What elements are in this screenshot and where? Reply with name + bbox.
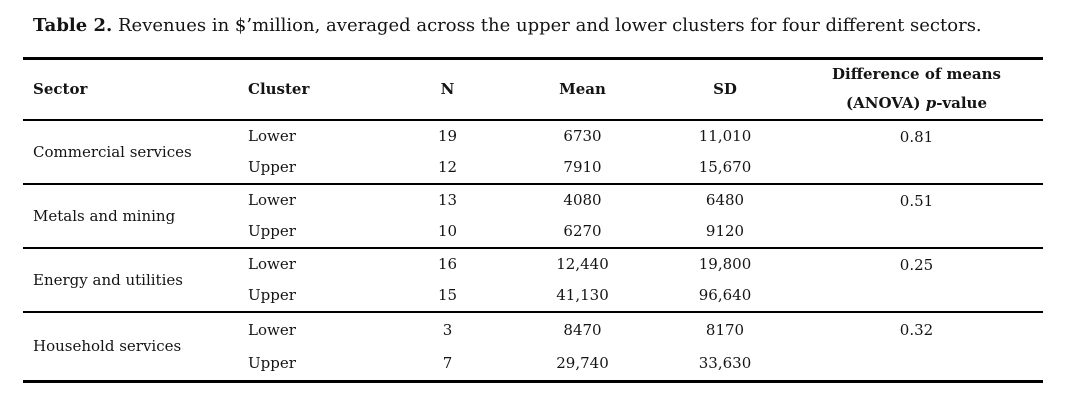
cell-cluster: Lower [248, 320, 296, 339]
cell-sd: 19,800 [698, 255, 752, 273]
cell-mean: 6270 [563, 222, 602, 240]
section-commercial-services: Commercial services Lower 19 6730 11,010… [23, 120, 1043, 184]
cell-n: 7 [442, 354, 453, 373]
table-row: Energy and utilities Lower 16 12,440 19,… [23, 248, 1043, 289]
cell-cluster: Upper [248, 222, 296, 240]
cell-cluster: Lower [248, 127, 296, 145]
section-household-services: Household services Lower 3 8470 8170 0.3… [23, 312, 1043, 382]
cell-cluster: Upper [248, 158, 296, 176]
cell-p-value: 0.51 [899, 191, 934, 210]
section-metals-and-mining: Metals and mining Lower 13 4080 6480 0.5… [23, 184, 1043, 248]
cell-p-value: 0.81 [899, 127, 934, 146]
cell-mean: 12,440 [556, 255, 609, 273]
cell-mean: 8470 [563, 320, 602, 339]
table-row: Upper 10 6270 9120 [23, 216, 1043, 248]
cell-cluster: Lower [248, 255, 296, 273]
cell-mean: 6730 [563, 127, 602, 145]
cell-mean: 7910 [563, 158, 602, 176]
table-row: Household services Lower 3 8470 8170 0.3… [23, 312, 1043, 356]
statistics-table: Sector Cluster N Mean SD Difference of m… [23, 57, 1043, 383]
column-header-sector: Sector [33, 80, 88, 99]
table-caption-text: Revenues in $’million, averaged across t… [112, 15, 982, 36]
cell-n: 19 [437, 127, 458, 145]
cell-n: 3 [442, 320, 453, 339]
cell-n: 10 [437, 222, 458, 240]
cell-mean: 29,740 [556, 354, 609, 373]
table-row: Commercial services Lower 19 6730 11,010… [23, 120, 1043, 161]
table-row: Upper 12 7910 15,670 [23, 152, 1043, 184]
cell-cluster: Upper [248, 286, 296, 304]
table-caption: Table 2. Revenues in $’million, averaged… [33, 13, 982, 39]
cell-sd: 11,010 [698, 127, 752, 145]
cell-p-value: 0.25 [899, 255, 934, 274]
cell-sector: Household services [33, 337, 182, 356]
cell-sector: Energy and utilities [33, 270, 183, 289]
table-row: Upper 7 29,740 33,630 [23, 347, 1043, 382]
column-header-n: N [440, 80, 455, 99]
section-energy-and-utilities: Energy and utilities Lower 16 12,440 19,… [23, 248, 1043, 312]
cell-sd: 33,630 [698, 354, 752, 373]
table-row: Upper 15 41,130 96,640 [23, 280, 1043, 312]
cell-sd: 6480 [705, 191, 745, 209]
column-header-cluster: Cluster [248, 80, 310, 99]
cell-mean: 41,130 [556, 286, 609, 304]
table-caption-label: Table 2. [33, 15, 113, 36]
cell-sd: 96,640 [698, 286, 752, 304]
column-header-difference-of-means: Difference of means (ANOVA) p-value [790, 59, 1043, 120]
cell-sd: 15,670 [698, 158, 752, 176]
cell-sd: 9120 [705, 222, 745, 240]
table-header-row: Sector Cluster N Mean SD Difference of m… [23, 59, 1043, 120]
cell-n: 12 [437, 158, 458, 176]
cell-sector: Commercial services [33, 142, 192, 161]
cell-p-value: 0.32 [899, 320, 934, 339]
column-header-sd: SD [713, 80, 737, 99]
table-row: Metals and mining Lower 13 4080 6480 0.5… [23, 184, 1043, 225]
cell-cluster: Upper [248, 354, 296, 373]
diff-header-line1: Difference of means [832, 65, 1001, 84]
cell-n: 13 [437, 191, 458, 209]
diff-header-line2-suffix: -value [936, 94, 987, 113]
cell-mean: 4080 [563, 191, 602, 209]
cell-sd: 8170 [705, 320, 745, 339]
cell-n: 16 [437, 255, 458, 273]
column-header-mean: Mean [559, 80, 606, 99]
diff-header-line2-prefix: (ANOVA) [846, 94, 926, 113]
cell-cluster: Lower [248, 191, 296, 209]
diff-header-p-italic: p [925, 94, 937, 113]
cell-sector: Metals and mining [33, 206, 176, 225]
cell-n: 15 [437, 286, 458, 304]
